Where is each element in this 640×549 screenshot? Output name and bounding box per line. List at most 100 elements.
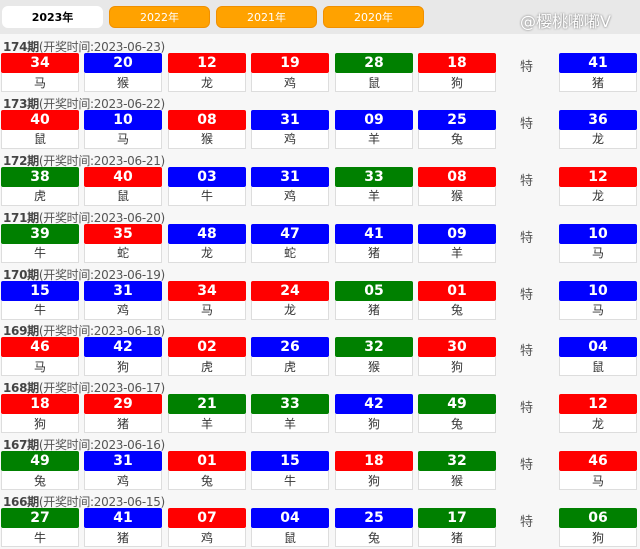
ball-cell: 21 羊 [168, 394, 246, 434]
tab-year-2023[interactable]: 2023年 [2, 6, 103, 28]
zodiac-label: 龙 [559, 129, 637, 149]
ball-number: 35 [84, 223, 162, 244]
tab-year-2020[interactable]: 2020年 [323, 6, 424, 28]
issue-number: 171期 [3, 210, 39, 225]
zodiac-label: 鼠 [84, 186, 162, 206]
ball-cell: 40 鼠 [1, 109, 79, 149]
draw-row: 171期(开奖时间:2023-06-20) 39 牛 35 蛇 48 龙 47 蛇 41 猪 09 羊特… [0, 205, 640, 263]
ball-number: 46 [559, 451, 637, 472]
ball-number: 40 [84, 166, 162, 187]
special-label: 特 [520, 401, 534, 417]
special-ball-cell: 10 马 [559, 280, 637, 320]
draw-title: 169期(开奖时间:2023-06-18) [3, 322, 165, 339]
zodiac-label: 兔 [335, 528, 413, 548]
draw-row: 172期(开奖时间:2023-06-21) 38 虎 40 鼠 03 牛 31 鸡 33 羊 08 猴特… [0, 148, 640, 206]
ball-number: 32 [335, 337, 413, 358]
draw-row: 170期(开奖时间:2023-06-19) 15 牛 31 鸡 34 马 24 龙 05 猪 01 兔特… [0, 262, 640, 320]
ball-number: 41 [559, 53, 637, 73]
ball-cell: 31 鸡 [251, 166, 329, 206]
ball-cell: 31 鸡 [84, 280, 162, 320]
ball-number: 03 [168, 166, 246, 187]
special-label: 特 [520, 287, 534, 303]
special-ball-cell: 36 龙 [559, 109, 637, 149]
special-ball-cell: 10 马 [559, 223, 637, 263]
draw-date: (开奖时间:2023-06-16) [38, 438, 165, 453]
ball-cell: 29 猪 [84, 394, 162, 434]
zodiac-label: 鼠 [335, 73, 413, 92]
zodiac-label: 马 [559, 243, 637, 263]
special-ball-cell: 12 龙 [559, 166, 637, 206]
zodiac-label: 鸡 [251, 186, 329, 206]
zodiac-label: 猪 [84, 528, 162, 548]
ball-number: 01 [168, 451, 246, 472]
draw-date: (开奖时间:2023-06-17) [38, 381, 165, 396]
ball-number: 04 [559, 337, 637, 358]
special-label: 特 [520, 458, 534, 474]
zodiac-label: 羊 [251, 414, 329, 434]
special-ball-cell: 46 马 [559, 451, 637, 491]
ball-number: 21 [168, 394, 246, 415]
draw-title: 168期(开奖时间:2023-06-17) [3, 379, 165, 396]
ball-cell: 15 牛 [251, 451, 329, 491]
ball-number: 10 [559, 223, 637, 244]
ball-cell: 31 鸡 [84, 451, 162, 491]
zodiac-label: 马 [559, 300, 637, 320]
ball-cell: 46 马 [1, 337, 79, 377]
zodiac-label: 狗 [1, 414, 79, 434]
ball-number: 24 [251, 280, 329, 301]
special-ball-cell: 12 龙 [559, 394, 637, 434]
draw-date: (开奖时间:2023-06-22) [38, 96, 165, 111]
draw-date: (开奖时间:2023-06-19) [38, 267, 165, 282]
zodiac-label: 猪 [559, 73, 637, 92]
ball-number: 08 [418, 166, 496, 187]
ball-cell: 32 猴 [418, 451, 496, 491]
ball-number: 04 [251, 508, 329, 529]
special-label: 特 [520, 515, 534, 531]
ball-number: 31 [251, 109, 329, 130]
ball-cell: 33 羊 [335, 166, 413, 206]
ball-number: 42 [84, 337, 162, 358]
ball-number: 47 [251, 223, 329, 244]
ball-cell: 09 羊 [335, 109, 413, 149]
zodiac-label: 羊 [168, 414, 246, 434]
ball-cell: 01 兔 [418, 280, 496, 320]
ball-number: 08 [168, 109, 246, 130]
tab-year-2022[interactable]: 2022年 [109, 6, 210, 28]
draw-row: 173期(开奖时间:2023-06-22) 40 鼠 10 马 08 猴 31 鸡 09 羊 25 兔特… [0, 91, 640, 149]
draw-date: (开奖时间:2023-06-18) [38, 324, 165, 339]
ball-number: 25 [418, 109, 496, 130]
special-label: 特 [520, 60, 534, 75]
ball-number: 06 [559, 508, 637, 529]
zodiac-label: 猴 [418, 186, 496, 206]
ball-cell: 41 猪 [84, 508, 162, 548]
draw-row: 167期(开奖时间:2023-06-16) 49 兔 31 鸡 01 兔 15 牛 18 狗 32 猴特… [0, 432, 640, 491]
ball-cell: 09 羊 [418, 223, 496, 263]
draw-title: 166期(开奖时间:2023-06-15) [3, 493, 165, 510]
zodiac-label: 狗 [84, 357, 162, 377]
issue-number: 167期 [3, 438, 39, 453]
tab-year-2021[interactable]: 2021年 [216, 6, 317, 28]
special-label: 特 [520, 116, 534, 132]
ball-number: 25 [335, 508, 413, 529]
zodiac-label: 虎 [168, 357, 246, 377]
year-tabs: 2023年 2022年 2021年 2020年 [0, 0, 640, 34]
draw-date: (开奖时间:2023-06-15) [38, 495, 165, 510]
ball-number: 15 [251, 451, 329, 472]
ball-cell: 42 狗 [335, 394, 413, 434]
special-label: 特 [520, 344, 534, 360]
zodiac-label: 蛇 [84, 243, 162, 263]
zodiac-label: 牛 [1, 243, 79, 263]
special-ball-cell: 04 鼠 [559, 337, 637, 377]
ball-number: 20 [84, 53, 162, 73]
special-label: 特 [520, 230, 534, 246]
ball-cell: 26 虎 [251, 337, 329, 377]
ball-cell: 01 兔 [168, 451, 246, 491]
ball-cell: 48 龙 [168, 223, 246, 263]
zodiac-label: 兔 [418, 300, 496, 320]
zodiac-label: 猴 [84, 73, 162, 92]
ball-number: 18 [1, 394, 79, 415]
ball-number: 09 [335, 109, 413, 130]
draw-row: 169期(开奖时间:2023-06-18) 46 马 42 狗 02 虎 26 虎 32 猴 30 狗特… [0, 318, 640, 377]
ball-cell: 17 猪 [418, 508, 496, 548]
draw-row: 166期(开奖时间:2023-06-15) 27 牛 41 猪 07 鸡 04 鼠 25 兔 17 猪特… [0, 489, 640, 548]
